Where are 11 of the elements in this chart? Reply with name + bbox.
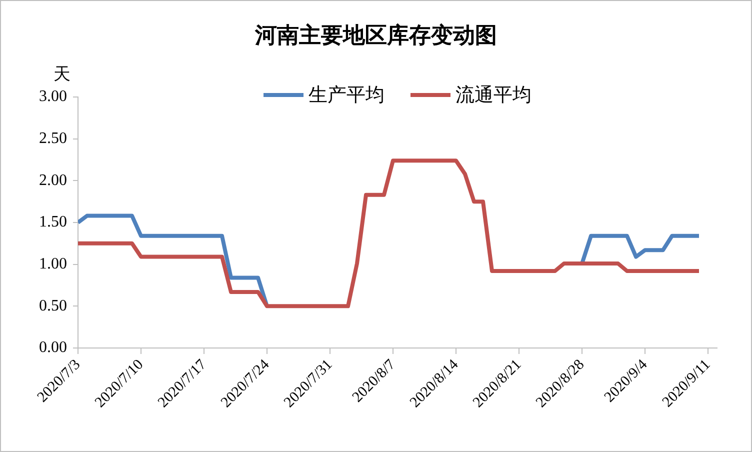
- legend-label: 生产平均: [308, 84, 384, 106]
- y-tick-label: 1.00: [39, 256, 67, 273]
- chart-title: 河南主要地区库存变动图: [254, 22, 497, 48]
- y-tick-label: 0.50: [39, 297, 67, 314]
- y-axis-title: 天: [54, 64, 70, 84]
- y-tick-label: 3.00: [39, 88, 67, 106]
- y-tick-label: 2.50: [39, 130, 67, 148]
- y-tick-label: 0.00: [39, 339, 67, 356]
- y-tick-label: 2.00: [39, 172, 67, 189]
- legend-label: 流通平均: [456, 84, 532, 106]
- y-tick-label: 1.50: [39, 214, 67, 231]
